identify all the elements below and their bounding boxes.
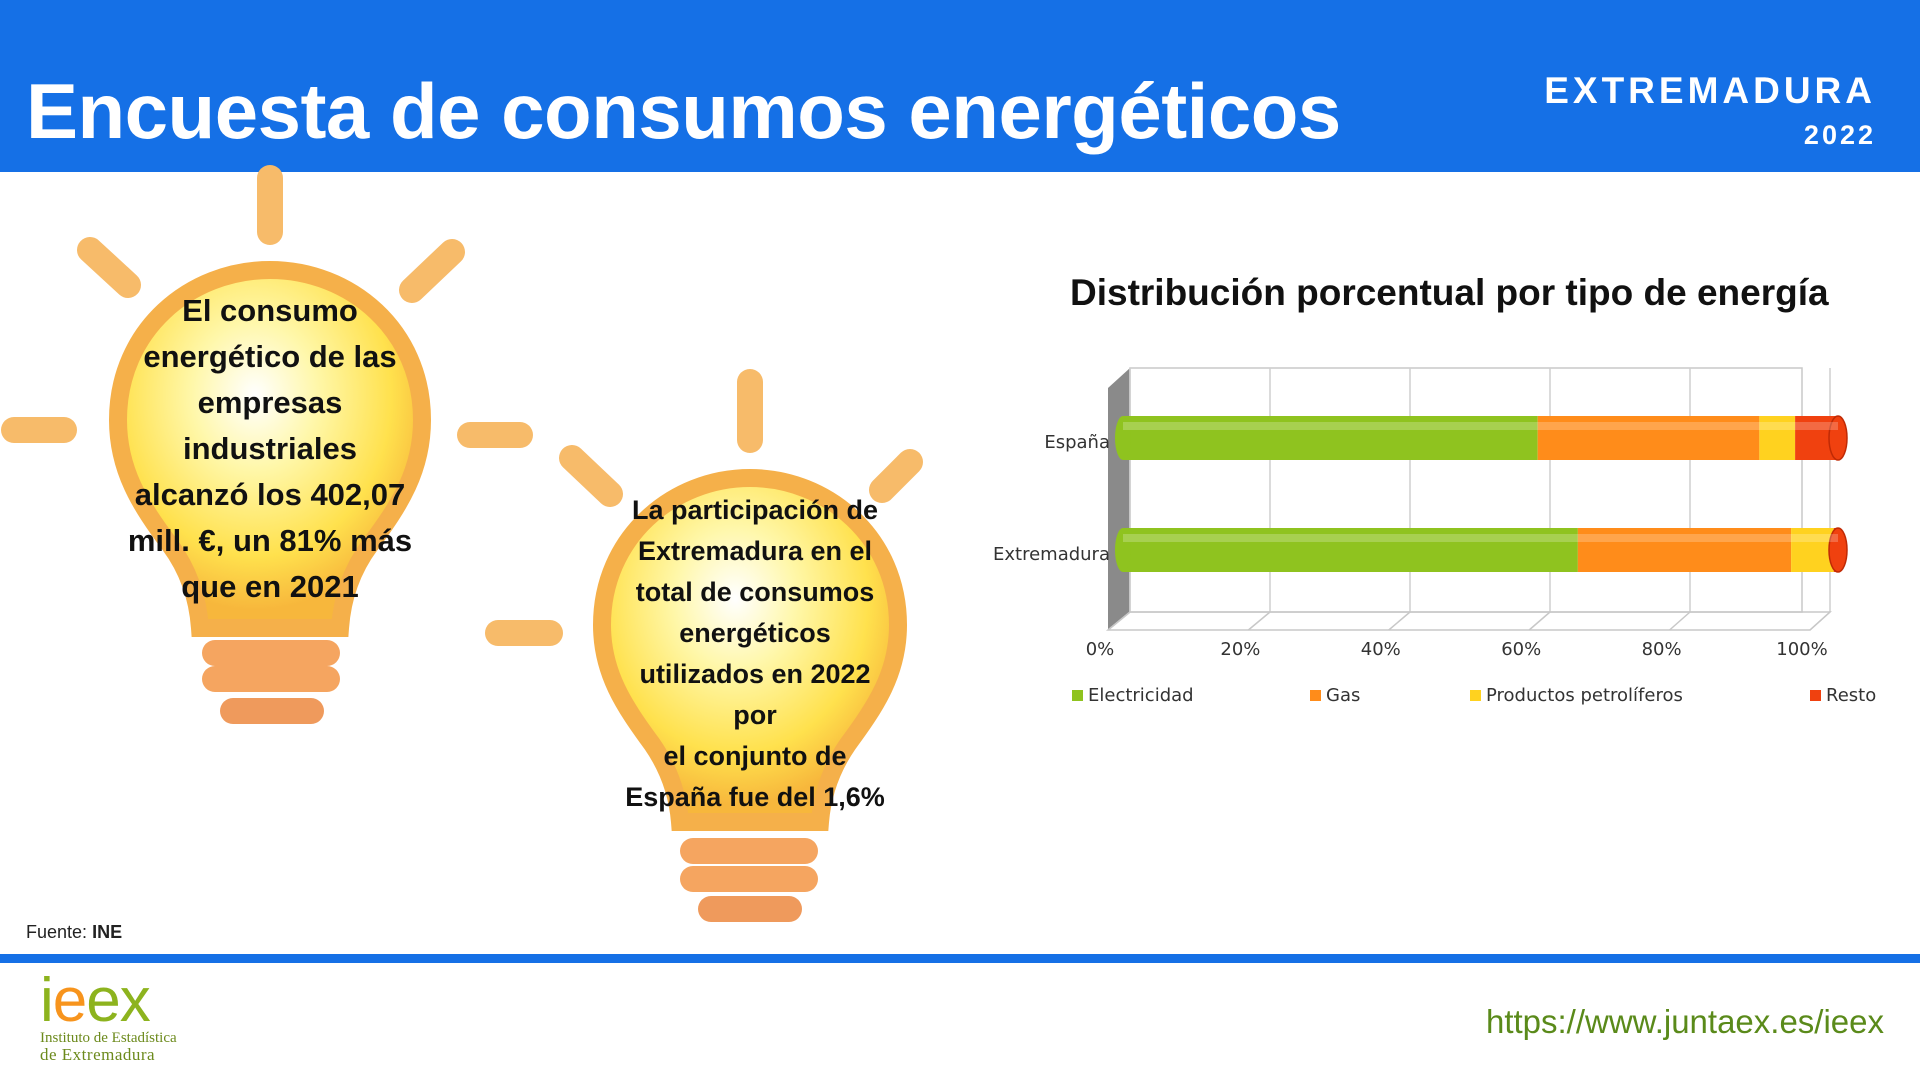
bulb1-line: alcanzó los 402,07 [134, 477, 406, 512]
bulb1-text: El consumo energético de las empresas in… [110, 288, 430, 610]
legend-label: Resto [1826, 685, 1876, 706]
x-tick-label: 40% [1361, 639, 1401, 660]
logo-wordmark: ieex [40, 966, 151, 1035]
source-value: INE [92, 922, 123, 942]
chart-title: Distribución porcentual por tipo de ener… [1070, 272, 1829, 313]
legend-swatch [1072, 690, 1083, 701]
website-link[interactable]: https://www.juntaex.es/ieex [1485, 1003, 1884, 1040]
floor-gridline [1107, 611, 1131, 631]
x-tick-label: 80% [1642, 639, 1682, 660]
x-tick-label: 20% [1220, 639, 1260, 660]
ieex-logo: ieex Instituto de Estadística de Extrema… [40, 966, 177, 1064]
x-tick-label: 0% [1086, 639, 1115, 660]
bar-highlight [1123, 422, 1838, 430]
bar-cap-left [1115, 416, 1131, 460]
bar-segment [1759, 416, 1796, 460]
region-label: EXTREMADURA [1544, 70, 1876, 111]
bulb1-line: mill. €, un 81% más [127, 523, 413, 558]
category-labels: España Extremadura [993, 432, 1110, 565]
page-title: Encuesta de consumos energéticos [26, 67, 1341, 155]
chart-floor [1105, 611, 1832, 631]
category-label: Extremadura [993, 544, 1110, 565]
bar-cap-right [1828, 527, 1848, 573]
bulb1-line: que en 2021 [181, 569, 359, 604]
floor-gridline [1528, 611, 1551, 631]
chart-back-wall [1129, 367, 1803, 613]
bar-cap-left [1115, 528, 1131, 572]
bar-segment [1123, 528, 1578, 572]
chart-side-wall [1108, 368, 1130, 630]
legend-swatch [1810, 690, 1821, 701]
bulb2-line: utilizados en 2022 [639, 659, 871, 689]
footer-divider [0, 954, 1920, 963]
floor-lines [1107, 611, 1831, 631]
header-banner: Encuesta de consumos energéticos EXTREMA… [0, 0, 1920, 172]
x-tick-labels: 0% 20% 40% 60% 80% 100% [1086, 639, 1828, 660]
x-tick-label: 100% [1776, 639, 1827, 660]
bulb1-line: El consumo [182, 293, 358, 328]
bulb2-text: La participación de Extremadura en el to… [605, 490, 905, 818]
bulb1-line: industriales [183, 431, 357, 466]
x-tick-label: 60% [1501, 639, 1541, 660]
bulb1-base-cap [220, 698, 324, 724]
bulb1-base-ring1 [202, 640, 340, 666]
source-label: Fuente: [26, 922, 88, 942]
bulb1-line: energético de las [143, 339, 397, 374]
floor-gridline [1388, 611, 1411, 631]
source-note: Fuente: INE [26, 922, 122, 943]
bulb2-base-ring1 [680, 838, 818, 864]
bulb2-line: La participación de [631, 495, 879, 525]
bulb2-base-ring2 [680, 866, 818, 892]
bulb2-line: energéticos [679, 618, 831, 648]
bar-segment [1537, 416, 1760, 460]
bar-cap-right [1828, 415, 1848, 461]
year-label: 2022 [1803, 120, 1876, 150]
legend-label: Electricidad [1088, 685, 1194, 706]
bulb2-rays [485, 369, 923, 646]
bars [1115, 415, 1848, 573]
bulb1-rays [1, 165, 533, 448]
floor-gridline [1809, 611, 1831, 631]
floor-gridline [1669, 611, 1691, 631]
bar-highlight [1123, 534, 1838, 542]
bulb2-line: el conjunto de [663, 741, 847, 771]
bulb2-line: por [733, 700, 777, 730]
bulb2-base-cap [698, 896, 802, 922]
legend-swatch [1310, 690, 1321, 701]
bulb2-line: España fue del 1,6% [625, 782, 885, 812]
bulb2-glass [592, 468, 908, 831]
stacked-bar-chart: España Extremadura 0% 20% 40% 60% 80% 100% Ele… [993, 367, 1876, 706]
legend: Electricidad Gas Productos petrolíferos Res… [1072, 685, 1876, 706]
category-label: España [1044, 432, 1110, 453]
bar-segment [1791, 528, 1834, 572]
logo-line2: de Extremadura [40, 1045, 156, 1064]
bulb2-line: total de consumos [635, 577, 875, 607]
bulb1-glass [108, 260, 432, 637]
legend-label: Productos petrolíferos [1486, 685, 1683, 706]
logo-line1: Instituto de Estadística [40, 1030, 177, 1046]
bar-segment [1577, 528, 1792, 572]
legend-label: Gas [1326, 685, 1360, 706]
bar-segment [1123, 416, 1538, 460]
legend-swatch [1470, 690, 1481, 701]
floor-gridline [1247, 611, 1271, 631]
lightbulbs-illustration [1, 165, 923, 922]
bulb1-base-ring2 [202, 666, 340, 692]
bulb2-line: Extremadura en el [637, 536, 873, 566]
bulb1-line: empresas [197, 385, 343, 420]
